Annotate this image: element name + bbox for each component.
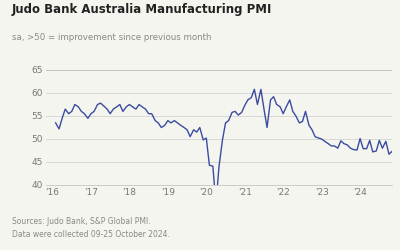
Text: Judo Bank Australia Manufacturing PMI: Judo Bank Australia Manufacturing PMI [12, 2, 272, 16]
Text: Sources: Judo Bank, S&P Global PMI.
Data were collected 09-25 October 2024.: Sources: Judo Bank, S&P Global PMI. Data… [12, 218, 170, 239]
Text: sa, >50 = improvement since previous month: sa, >50 = improvement since previous mon… [12, 32, 212, 42]
